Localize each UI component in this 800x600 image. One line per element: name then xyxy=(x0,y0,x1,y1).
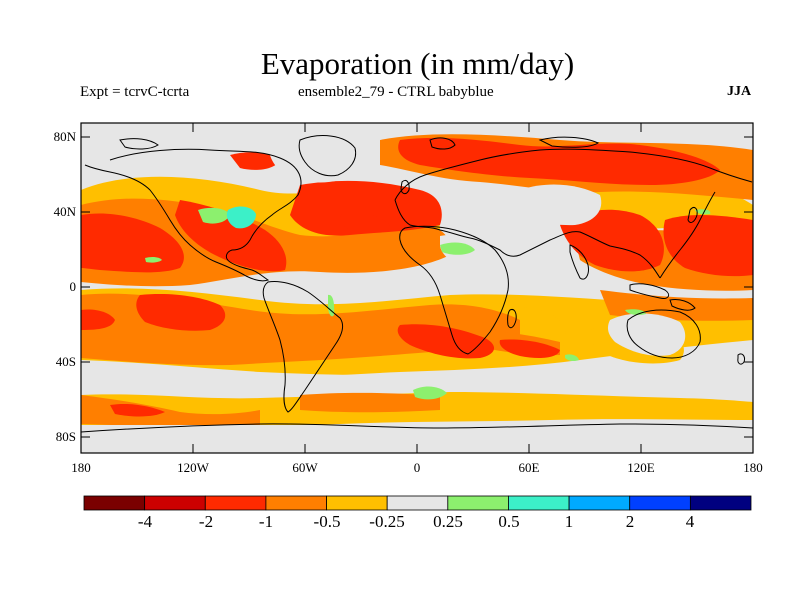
lat-label-40n: 40N xyxy=(53,204,76,219)
colorbar-label: -0.5 xyxy=(313,512,341,531)
colorbar-label: 0.5 xyxy=(498,512,520,531)
strong-negative-regions xyxy=(81,137,753,417)
lon-label-180e: 180 xyxy=(743,460,763,475)
colorbar-label: 2 xyxy=(625,512,635,531)
lon-label-60w: 60W xyxy=(292,460,318,475)
lon-label-180w: 180 xyxy=(71,460,91,475)
season-label: JJA xyxy=(727,84,752,99)
lon-label-60e: 60E xyxy=(518,460,540,475)
colorbar-swatch xyxy=(689,495,752,511)
coastlines xyxy=(81,135,753,433)
colorbar xyxy=(83,495,752,511)
colorbar-swatch xyxy=(629,495,691,511)
experiment-label: Expt = tcrvC-tcrta xyxy=(80,84,190,100)
colorbar-swatch xyxy=(144,495,206,511)
colorbar-label: -1 xyxy=(258,512,274,531)
colorbar-swatch xyxy=(508,495,570,511)
colorbar-swatch xyxy=(568,495,631,511)
lat-label-40s: 40S xyxy=(55,354,76,369)
lat-label-80n: 80N xyxy=(53,129,76,144)
colorbar-swatch xyxy=(83,495,146,511)
lon-label-120w: 120W xyxy=(177,460,209,475)
colorbar-label: -4 xyxy=(137,512,153,531)
lat-label-0: 0 xyxy=(69,279,77,294)
weak-positive-regions xyxy=(145,207,711,400)
colorbar-label: -2 xyxy=(198,512,214,531)
colorbar-swatch xyxy=(265,495,327,511)
colorbar-swatch xyxy=(386,495,449,511)
ensemble-label: ensemble2_79 - CTRL babyblue xyxy=(298,84,494,100)
colorbar-label: 1 xyxy=(564,512,574,531)
colorbar-swatch xyxy=(204,495,267,511)
colorbar-swatch xyxy=(326,495,388,511)
colorbar-swatch xyxy=(447,495,509,511)
positive-regions xyxy=(226,206,256,229)
colorbar-label: 0.25 xyxy=(433,512,463,531)
lon-label-0: 0 xyxy=(413,460,421,475)
contour-field xyxy=(81,123,753,453)
tick-marks xyxy=(81,123,753,453)
colorbar-label: 4 xyxy=(685,512,695,531)
lat-label-80s: 80S xyxy=(55,429,76,444)
map-title: Evaporation (in mm/day) xyxy=(260,46,575,81)
lon-label-120e: 120E xyxy=(627,460,655,475)
colorbar-label: -0.25 xyxy=(369,512,405,531)
